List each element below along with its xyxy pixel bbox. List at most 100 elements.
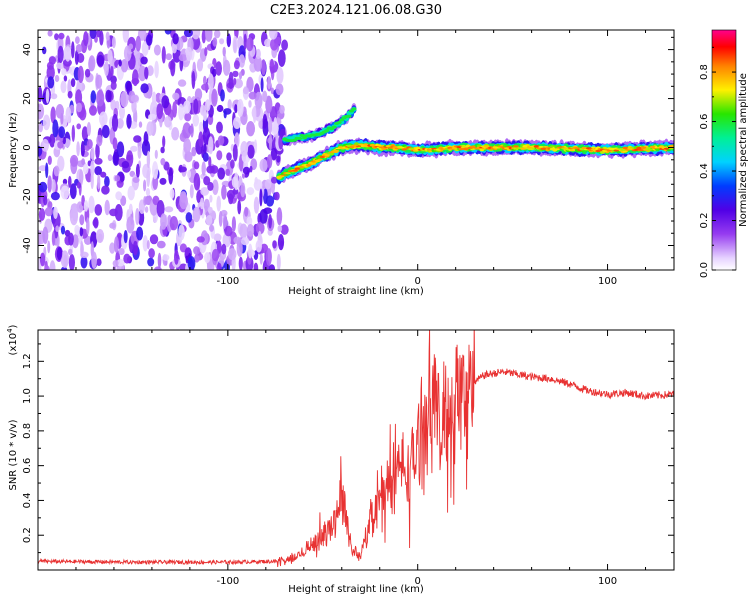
noise-blob	[118, 59, 122, 67]
noise-blob	[92, 218, 99, 227]
noise-blob	[233, 60, 240, 70]
noise-blob	[178, 224, 185, 241]
noise-blob	[47, 240, 51, 254]
noise-blob	[96, 89, 105, 107]
noise-blob	[222, 46, 226, 57]
noise-blob	[170, 58, 176, 77]
noise-blob	[203, 143, 207, 154]
noise-blob	[65, 106, 72, 123]
noise-blob	[144, 66, 149, 80]
noise-blob	[110, 65, 114, 78]
figure-title: C2E3.2024.121.06.08.G30	[270, 3, 442, 18]
heatmap-y-tick-label: 0	[22, 144, 33, 150]
noise-blob	[38, 145, 43, 157]
heatmap-x-tick-label: 100	[598, 276, 617, 287]
signal-cell	[540, 147, 547, 150]
noise-blob	[47, 155, 52, 165]
noise-blob	[238, 256, 243, 270]
noise-blob	[280, 224, 289, 235]
noise-blob	[91, 147, 95, 161]
noise-blob	[101, 185, 110, 195]
noise-blob	[83, 200, 89, 212]
noise-blob	[132, 69, 139, 87]
noise-blob	[270, 87, 275, 95]
noise-blob	[64, 46, 71, 62]
noise-blob	[190, 123, 194, 138]
noise-blob	[248, 100, 252, 108]
noise-blob	[143, 131, 149, 147]
noise-blob	[193, 173, 201, 191]
noise-blob	[165, 53, 172, 61]
noise-blob	[138, 65, 147, 82]
noise-blob	[191, 71, 196, 89]
signal-cell	[333, 150, 339, 152]
noise-blob	[45, 162, 49, 179]
noise-blob	[172, 92, 180, 101]
noise-blob	[208, 136, 214, 155]
noise-blob	[109, 222, 116, 229]
noise-blob	[148, 113, 157, 121]
noise-blob	[276, 155, 281, 163]
noise-blob	[243, 33, 247, 50]
noise-blob	[221, 184, 227, 200]
noise-blob	[264, 38, 272, 48]
noise-blob	[215, 61, 222, 76]
noise-blob	[265, 248, 272, 266]
noise-blob	[74, 224, 80, 235]
noise-blob	[182, 122, 192, 139]
heatmap-y-tick-label: -20	[22, 188, 33, 204]
snr-exponent: (x104)	[6, 324, 19, 355]
signal-cell	[440, 148, 446, 150]
noise-blob	[120, 91, 129, 108]
noise-blob	[216, 150, 223, 161]
noise-blob	[71, 124, 76, 142]
signal-cell	[649, 145, 656, 149]
noise-blob	[187, 256, 196, 270]
noise-blob	[179, 193, 189, 210]
noise-blob	[241, 237, 250, 246]
noise-blob	[86, 122, 91, 136]
noise-blob	[75, 44, 83, 53]
heatmap-y-tick-label: 40	[22, 43, 33, 56]
noise-blob	[246, 187, 255, 196]
noise-blob	[178, 166, 187, 173]
signal-cell	[581, 146, 588, 150]
noise-blob	[246, 224, 255, 237]
noise-blob	[89, 30, 97, 39]
colorbar-label: Normalized spectral amplitude	[738, 73, 749, 227]
signal-cell	[513, 145, 519, 148]
noise-blob	[116, 118, 124, 129]
noise-blob	[156, 103, 163, 120]
noise-blob	[196, 58, 204, 72]
noise-blob	[233, 77, 237, 86]
noise-blob	[77, 65, 84, 83]
noise-blob	[205, 215, 213, 226]
noise-blob	[107, 49, 113, 64]
noise-blob	[114, 204, 123, 221]
noise-blob	[204, 47, 208, 57]
noise-blob	[96, 134, 103, 147]
noise-blob	[185, 46, 193, 62]
signal-cell	[611, 147, 617, 150]
signal-cell	[663, 147, 670, 150]
snr-y-tick-label: 1.2	[22, 353, 33, 369]
snr-exponent-close: )	[8, 324, 19, 328]
noise-blob	[148, 248, 155, 259]
noise-blob	[171, 42, 177, 54]
noise-blob	[152, 195, 160, 206]
branch-cell	[331, 125, 337, 129]
colorbar-tick-label: 0.2	[699, 213, 710, 229]
noise-blob	[217, 135, 225, 146]
snr-y-tick-label: 1.0	[22, 388, 33, 404]
snr-x-tick-label: -100	[216, 576, 239, 587]
noise-blob	[255, 239, 262, 253]
noise-blob	[269, 58, 275, 74]
noise-blob	[111, 113, 119, 132]
signal-cell	[595, 149, 601, 153]
noise-blob	[44, 207, 54, 217]
noise-blob	[276, 67, 284, 84]
noise-blob	[116, 259, 125, 267]
noise-blob	[68, 254, 75, 270]
noise-blob	[202, 152, 209, 162]
noise-blob	[123, 230, 128, 244]
